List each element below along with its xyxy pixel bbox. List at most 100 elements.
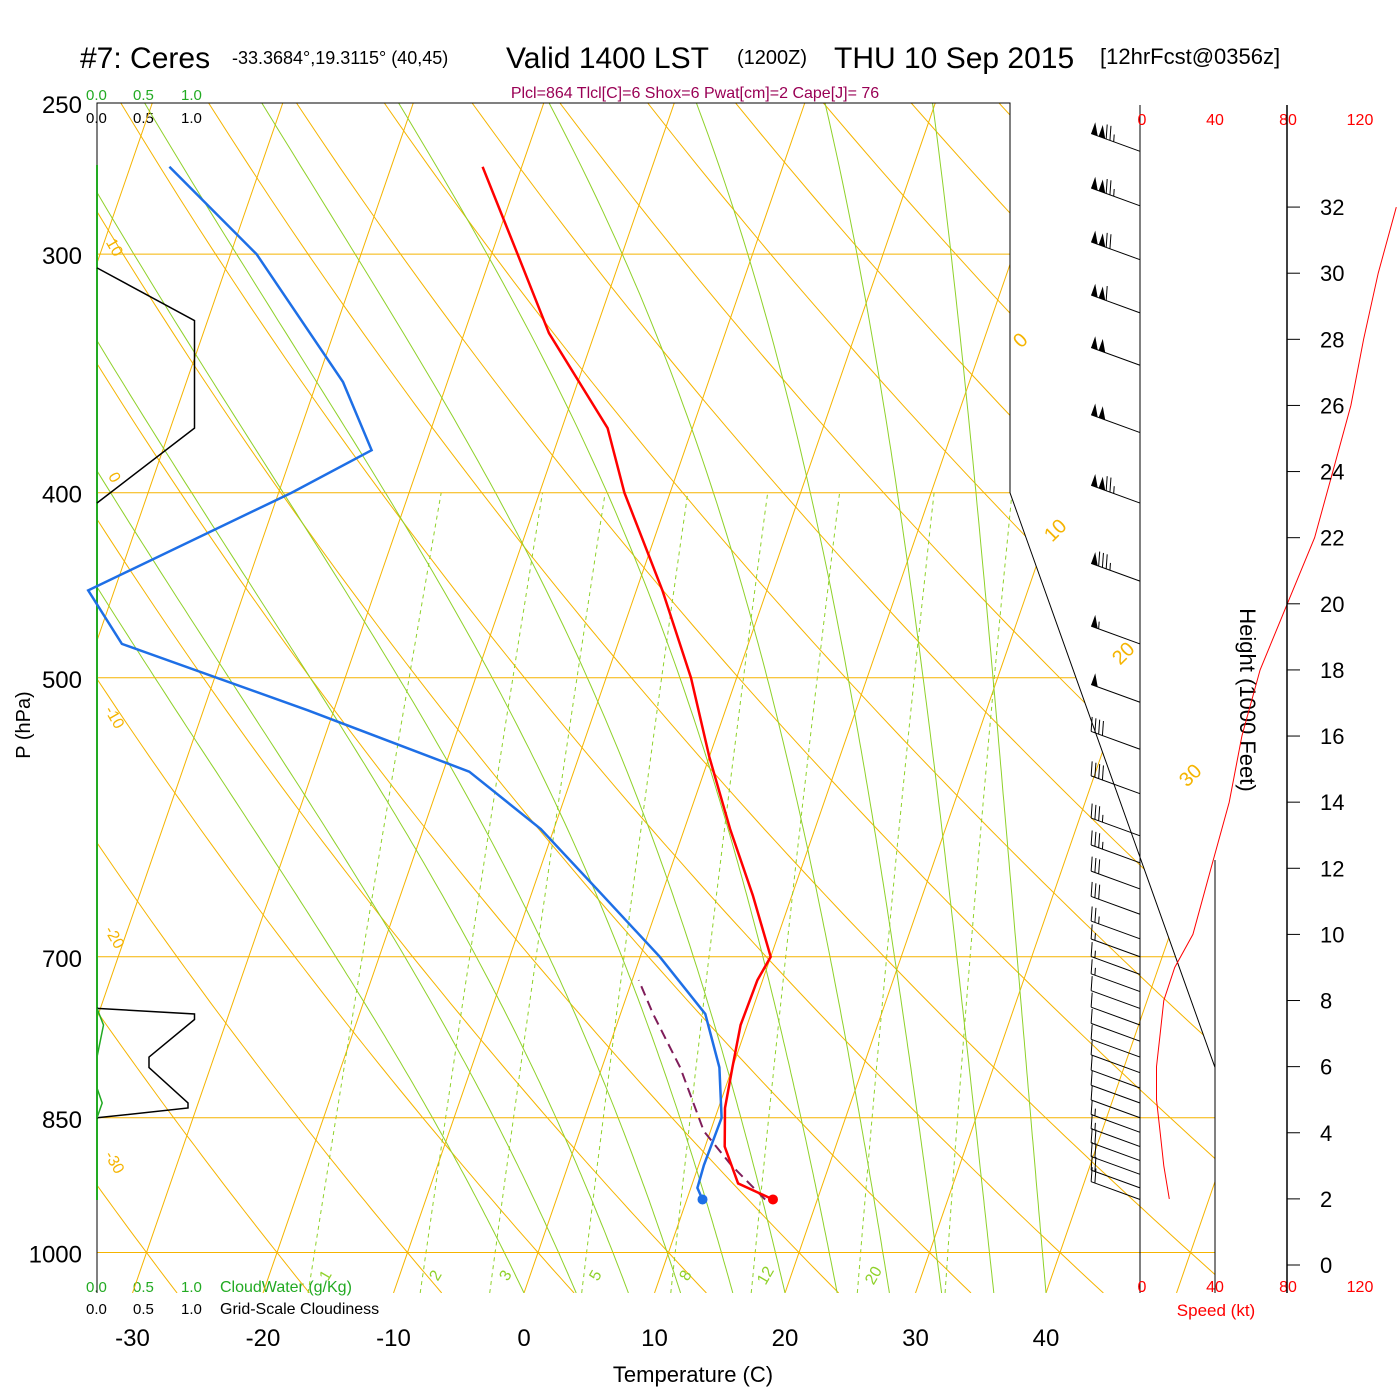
speed-tick-top: 40	[1206, 112, 1224, 129]
barb-flag	[1105, 285, 1108, 301]
barb-staff	[1090, 347, 1141, 366]
wind-barb	[1090, 1085, 1141, 1119]
cloud-water-lower-line	[96, 1008, 105, 1119]
barb-flag	[1109, 180, 1112, 195]
x-axis-label: Temperature (C)	[613, 1362, 773, 1387]
barb-flag	[1090, 1128, 1093, 1143]
height-tick-label: 2	[1320, 1187, 1332, 1212]
wind-barb	[1090, 403, 1141, 434]
dry-adiabat-label: 10	[102, 236, 126, 260]
barb-staff	[1090, 1156, 1141, 1175]
height-tick-label: 22	[1320, 526, 1344, 551]
wind-barb	[1090, 856, 1141, 890]
cloudiness-lower-line	[96, 1007, 196, 1119]
station-coords: -33.3684°,19.3115° (40,45)	[232, 48, 448, 68]
barb-flag	[1094, 1129, 1097, 1145]
height-tick-label: 8	[1320, 989, 1332, 1014]
wind-barb	[1090, 1008, 1141, 1042]
surface-dewpoint-point	[697, 1194, 708, 1205]
barb-flag	[1090, 976, 1093, 991]
barb-staff	[1090, 1054, 1141, 1074]
cloud-water-label: CloudWater (g/Kg)	[220, 1279, 352, 1296]
height-tick-label: 26	[1320, 393, 1344, 418]
barb-half-flag	[1098, 621, 1100, 629]
height-tick-label: 0	[1320, 1253, 1332, 1278]
temperature-tick-label: 10	[641, 1325, 668, 1352]
y-axis-label: P (hPa)	[13, 691, 35, 758]
station-title: #7: Ceres	[80, 42, 210, 75]
barb-half-flag	[1094, 950, 1096, 958]
surface-temperature-point	[767, 1194, 778, 1205]
barb-pennant	[1091, 403, 1098, 418]
temperature-tick-label: 30	[902, 1325, 929, 1352]
barb-staff	[1090, 817, 1141, 837]
dewpoint-line	[86, 165, 723, 1201]
mixing-ratio-line	[670, 492, 769, 1293]
barb-flag	[1094, 883, 1097, 898]
barb-staff	[1090, 562, 1141, 582]
barb-staff	[1090, 730, 1141, 750]
moist-adiabat-line	[548, 103, 890, 1293]
moist-adiabat-line	[824, 103, 995, 1293]
cloudiness-scale-bottom-2: 1.0	[181, 1301, 202, 1318]
isotherm-line	[262, 103, 675, 1293]
barb-flag	[1090, 992, 1093, 1008]
dry-adiabat-line	[97, 103, 575, 1293]
barb-flag	[1090, 1085, 1093, 1101]
barb-pennant	[1098, 286, 1106, 301]
barb-flag	[1090, 942, 1093, 957]
cloud-water-scale-bottom-0: 0.0	[86, 1279, 107, 1296]
barb-staff	[1090, 1128, 1141, 1148]
barb-staff	[1090, 1022, 1141, 1042]
wind-barb	[1090, 1040, 1141, 1074]
height-tick-label: 18	[1320, 658, 1344, 683]
stability-indices: Plcl=864 Tlcl[C]=6 Shox=6 Pwat[cm]=2 Cap…	[511, 85, 879, 102]
valid-time: Valid 1400 LST	[506, 42, 709, 75]
wind-barb	[1090, 1055, 1141, 1089]
barb-flag	[1098, 859, 1101, 874]
wind-barb	[1090, 283, 1141, 314]
barb-flag	[1094, 804, 1097, 820]
barb-flag	[1090, 1055, 1093, 1071]
wind-barb	[1090, 551, 1141, 582]
height-tick-label: 12	[1320, 856, 1344, 881]
barb-staff	[1090, 775, 1141, 795]
barb-flag	[1090, 856, 1093, 872]
barb-flag	[1105, 232, 1108, 248]
speed-axis-label: Speed (kt)	[1177, 1301, 1255, 1320]
isotherm-line	[97, 103, 414, 1293]
barb-flag	[1090, 959, 1093, 974]
cloud-water-scale-bottom-2: 1.0	[181, 1279, 202, 1296]
barb-flag	[1098, 719, 1101, 735]
dry-adiabat-line	[647, 103, 1215, 1293]
height-tick-label: 14	[1320, 790, 1344, 815]
wind-barb	[1090, 1141, 1141, 1175]
mixing-ratio-line	[944, 492, 1013, 1293]
barb-flag	[1101, 720, 1104, 736]
barb-pennant	[1091, 473, 1098, 488]
barb-staff	[1090, 844, 1141, 864]
barb-half-flag	[1094, 967, 1096, 976]
wind-barb	[1090, 959, 1141, 993]
isotherm-line	[97, 103, 284, 1293]
barb-half-flag	[1113, 134, 1115, 142]
speed-tick-top: 0	[1138, 112, 1147, 129]
barb-flag	[1109, 125, 1112, 141]
isotherm-line	[523, 103, 936, 1293]
wind-barb	[1090, 1099, 1141, 1133]
barb-flag	[1109, 477, 1112, 493]
pressure-tick-label: 400	[42, 482, 82, 509]
height-tick-label: 6	[1320, 1055, 1332, 1080]
barb-staff	[1090, 1099, 1141, 1119]
barb-half-flag	[1101, 841, 1104, 850]
wind-barb	[1090, 1128, 1141, 1162]
height-tick-label: 10	[1320, 922, 1344, 947]
barb-half-flag	[1113, 486, 1115, 494]
pressure-tick-label: 250	[42, 92, 82, 119]
mixing-ratio-line	[856, 492, 935, 1293]
height-tick-label: 32	[1320, 195, 1344, 220]
barb-staff	[1090, 1084, 1141, 1104]
wind-barb	[1090, 992, 1141, 1026]
barb-pennant	[1091, 614, 1098, 629]
cloud-water-scale-1: 0.5	[133, 87, 154, 104]
